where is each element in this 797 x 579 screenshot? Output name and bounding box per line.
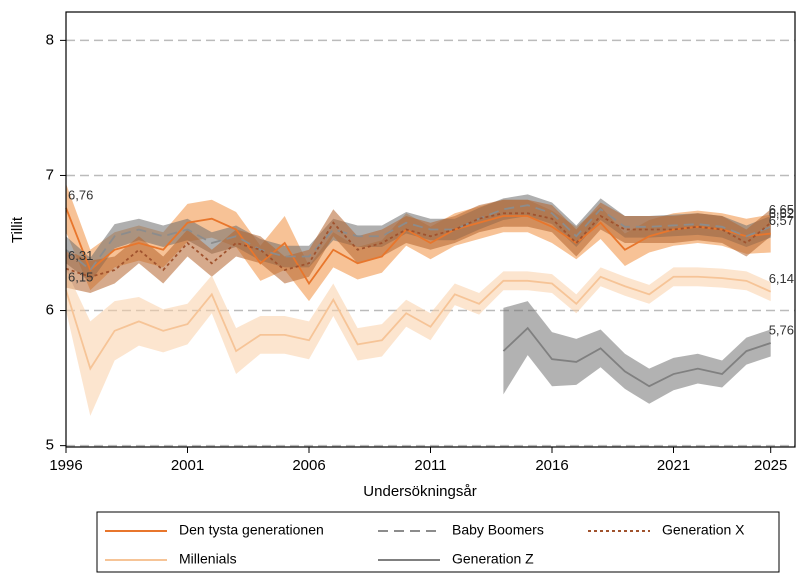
x-tick-label: 2011 <box>414 457 446 474</box>
y-tick-label: 8 <box>46 31 54 48</box>
value-label: 6,14 <box>769 271 794 286</box>
series-line <box>65 275 772 371</box>
x-tick-label: 2016 <box>535 457 568 474</box>
legend-box <box>96 511 780 573</box>
legend-label: Generation Z <box>452 551 534 567</box>
confidence-band <box>503 301 771 404</box>
y-tick-label: 5 <box>46 437 54 454</box>
x-tick-label: 2006 <box>292 457 325 474</box>
plot-frame <box>65 11 796 448</box>
y-tick-label: 7 <box>46 166 54 183</box>
x-tick-label: 2025 <box>754 457 787 474</box>
value-label: 6,15 <box>68 270 93 285</box>
legend-label: Millenials <box>179 551 237 567</box>
x-axis-title: Undersökningsår <box>363 483 476 500</box>
value-label: 6,31 <box>68 248 93 263</box>
series-line <box>65 207 771 286</box>
value-label: 5,76 <box>769 322 794 337</box>
x-tick-label: 2001 <box>171 457 204 474</box>
series-line <box>502 326 771 388</box>
y-axis-title: Tillit <box>9 216 26 243</box>
x-tick-label: 1996 <box>49 457 82 474</box>
series-line <box>65 212 772 278</box>
legend-label: Baby Boomers <box>452 522 544 538</box>
series-line <box>65 204 772 272</box>
value-label: 6,57 <box>769 213 794 228</box>
x-tick-label: 2021 <box>657 457 690 474</box>
value-label: 6,76 <box>68 187 93 202</box>
confidence-band <box>66 267 771 416</box>
y-tick-label: 6 <box>46 302 54 319</box>
legend-label: Den tysta generationen <box>179 522 324 538</box>
value-label: 6,65 <box>769 202 794 217</box>
value-label: 6,62 <box>769 206 794 221</box>
legend-label: Generation X <box>662 522 745 538</box>
